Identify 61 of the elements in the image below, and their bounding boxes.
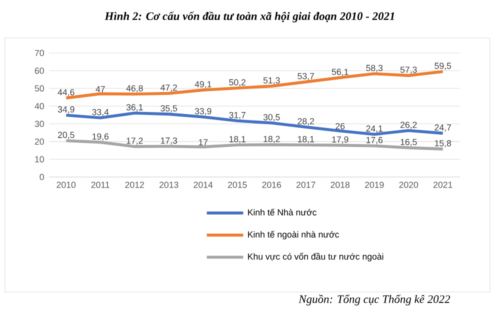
x-tick-label: 2012	[125, 182, 144, 188]
data-label: 46,8	[126, 85, 143, 92]
data-label: 34,9	[58, 106, 74, 114]
x-tick-label: 2021	[434, 182, 452, 188]
legend-label: Khu vực có vốn đầu tư nước ngoài	[248, 252, 384, 262]
data-label: 47	[96, 86, 105, 92]
data-label: 35,5	[160, 105, 178, 113]
data-label: 51,3	[263, 77, 280, 85]
x-tick-label: 2010	[56, 182, 76, 188]
data-label: 19,6	[92, 133, 109, 141]
data-label: 31,7	[229, 112, 246, 120]
x-tick-label: 2018	[330, 182, 350, 188]
data-label: 17,3	[160, 137, 178, 145]
x-tick-label: 2017	[296, 182, 316, 188]
chart-title: Hình 2: Cơ cấu vốn đầu tư toàn xã hội giai đoạn 2010 - 2021	[104, 12, 394, 22]
data-label: 56,1	[332, 68, 348, 76]
x-tick-label: 2015	[228, 182, 247, 188]
x-tick-label: 2013	[160, 182, 178, 188]
y-tick-label: 10	[35, 156, 44, 162]
legend-label: Kinh tế ngoài nhà nước	[248, 230, 339, 240]
y-tick-label: 40	[34, 103, 44, 110]
data-label: 28,2	[298, 118, 314, 126]
y-tick-label: 30	[34, 120, 44, 127]
x-tick-label: 2011	[91, 182, 110, 188]
text: Nguồn: Tổng cục Thống kê 2022	[298, 294, 450, 306]
x-tick-label: 2016	[262, 182, 282, 188]
data-label: 24,1	[366, 125, 383, 133]
data-label: 57,3	[400, 66, 417, 74]
data-label: 16,5	[400, 138, 417, 146]
data-label: 33,4	[92, 108, 109, 116]
data-label: 33,9	[194, 108, 212, 116]
x-tick-label: 2020	[399, 182, 418, 188]
data-label: 17,6	[366, 136, 383, 144]
data-label: 30,5	[263, 114, 280, 122]
data-label: 17,9	[332, 136, 348, 144]
data-label: 26,2	[400, 122, 417, 129]
data-label: 49,1	[194, 81, 212, 88]
data-label: 26	[336, 123, 345, 130]
data-label: 36,1	[126, 104, 143, 112]
y-tick-label: 60	[34, 68, 44, 74]
x-tick-label: 2019	[365, 182, 384, 188]
data-label: 18,2	[264, 136, 280, 144]
data-label: 15,8	[434, 140, 452, 148]
y-tick-label: 20	[34, 138, 44, 145]
data-label: 58,3	[366, 64, 383, 72]
y-tick-label: 70	[34, 50, 44, 56]
data-label: 53,7	[298, 72, 314, 80]
data-label: 44,6	[58, 89, 74, 96]
data-label: 59,5	[434, 62, 452, 70]
data-label: 18,1	[229, 136, 246, 144]
y-tick-label: 0	[40, 174, 44, 180]
legend-label: Kinh tế Nhà nước	[248, 208, 316, 216]
data-label: 50,2	[229, 79, 246, 86]
data-label: 47,2	[160, 84, 177, 92]
data-label: 20,5	[58, 132, 74, 140]
y-tick-label: 50	[34, 85, 44, 92]
data-label: 18,1	[298, 136, 314, 144]
x-tick-label: 2014	[194, 182, 213, 188]
data-label: 24,7	[434, 124, 451, 132]
data-label: 17	[198, 139, 208, 146]
data-label: 17,2	[126, 138, 143, 145]
